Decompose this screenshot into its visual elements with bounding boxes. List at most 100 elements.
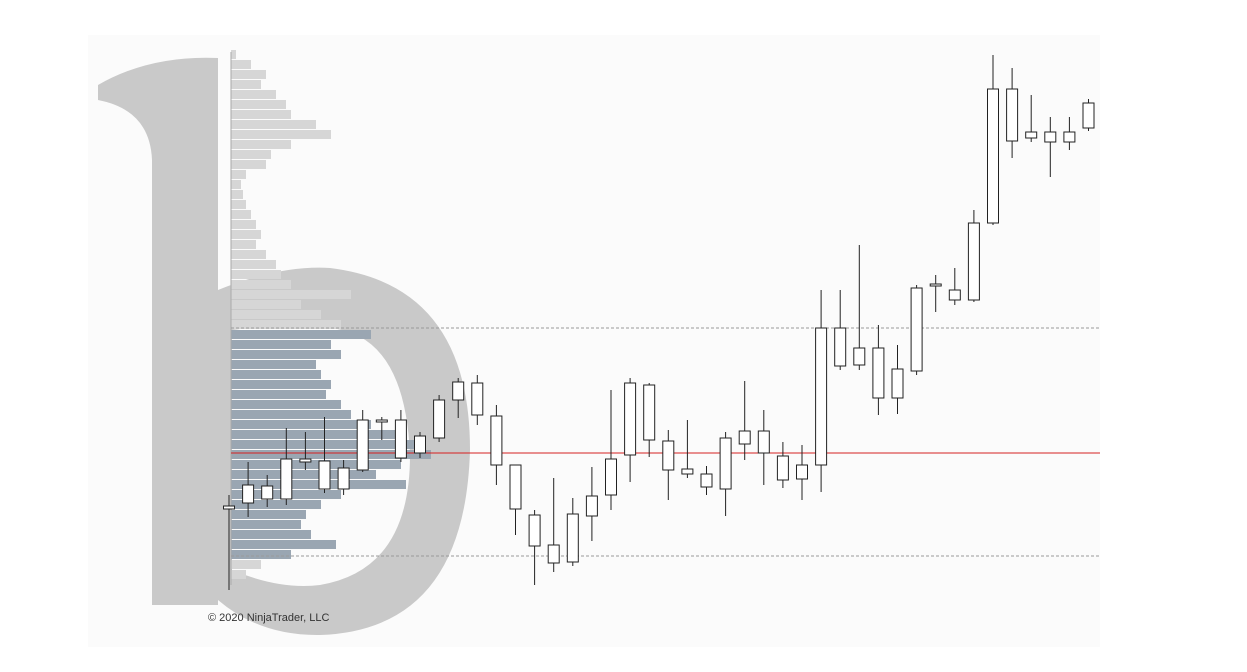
profile-bar: [231, 130, 331, 139]
profile-bar: [231, 190, 243, 199]
profile-bar: [231, 400, 341, 409]
candle-body: [433, 399, 446, 439]
candle-body: [566, 513, 579, 563]
profile-bar: [231, 300, 301, 309]
candle-body: [223, 505, 235, 510]
candle-body: [394, 419, 407, 459]
candle-body: [643, 384, 656, 441]
profile-bar: [231, 470, 376, 479]
profile-bar: [231, 310, 321, 319]
candle-body: [375, 419, 388, 423]
profile-bar: [231, 420, 371, 429]
candle-body: [662, 440, 675, 471]
candle-body: [700, 473, 713, 488]
candle-body: [872, 347, 885, 399]
candle-body: [910, 287, 923, 372]
candle-body: [547, 544, 560, 564]
profile-bar: [231, 330, 371, 339]
profile-bar: [231, 290, 351, 299]
profile-bar: [231, 50, 236, 59]
profile-bar: [231, 70, 266, 79]
profile-bar: [231, 360, 316, 369]
candle-body: [624, 382, 637, 456]
profile-bar: [231, 460, 401, 469]
candle-body: [757, 430, 770, 454]
profile-bar: [231, 540, 336, 549]
profile-bar: [231, 390, 326, 399]
profile-bar: [231, 140, 291, 149]
profile-bar: [231, 120, 316, 129]
candle-body: [490, 415, 503, 466]
candle-body: [528, 514, 541, 547]
candle-body: [776, 455, 789, 481]
profile-bar: [231, 80, 261, 89]
candle-body: [356, 419, 369, 471]
profile-bar: [231, 100, 286, 109]
candle-body: [605, 458, 617, 496]
candle-body: [299, 458, 312, 463]
profile-bar: [231, 410, 351, 419]
candle-body: [1044, 131, 1057, 143]
profile-bar: [231, 520, 301, 529]
candle-body: [853, 347, 866, 366]
candle-body: [261, 485, 274, 500]
candle-body: [834, 327, 847, 367]
copyright: © 2020 NinjaTrader, LLC: [208, 612, 329, 624]
candle-body: [891, 368, 904, 399]
candle-body: [452, 381, 465, 401]
candle-body: [948, 289, 961, 301]
candle-body: [987, 88, 999, 224]
profile-bar: [231, 180, 241, 189]
candle-body: [1063, 131, 1076, 143]
profile-bar: [231, 370, 321, 379]
profile-bar: [231, 160, 266, 169]
profile-bar: [231, 380, 331, 389]
candle-body: [414, 435, 426, 454]
profile-bar: [231, 500, 321, 509]
profile-bar: [231, 560, 261, 569]
profile-bar: [231, 450, 431, 459]
candle-body: [796, 464, 808, 480]
candle-body: [929, 283, 942, 287]
candle-body: [719, 437, 732, 490]
candle-body: [242, 484, 255, 504]
candle-body: [280, 458, 293, 500]
profile-bar: [231, 440, 426, 449]
profile-bar: [231, 350, 341, 359]
profile-bar: [231, 90, 276, 99]
candle-body: [337, 467, 350, 490]
candle-body: [1006, 88, 1019, 142]
profile-bar: [231, 210, 251, 219]
profile-bar: [231, 430, 401, 439]
profile-bar: [231, 340, 331, 349]
logo: [98, 57, 470, 636]
profile-bar: [231, 110, 291, 119]
profile-bar: [231, 250, 266, 259]
profile-bar: [231, 60, 251, 69]
profile-bar: [231, 230, 261, 239]
profile-bar: [231, 200, 246, 209]
profile-bar: [231, 530, 311, 539]
candle-body: [471, 382, 484, 416]
candle-body: [738, 430, 751, 445]
candle-body: [1025, 131, 1038, 139]
candle-body: [318, 460, 331, 490]
profile-bar: [231, 170, 246, 179]
profile-bar: [231, 550, 291, 559]
profile-bar: [231, 220, 256, 229]
candle-body: [815, 327, 828, 466]
profile-bar: [231, 270, 281, 279]
candle-body: [967, 222, 980, 301]
candle-body: [585, 495, 598, 517]
profile-bar: [231, 280, 291, 289]
candle-body: [1082, 102, 1095, 129]
candle-body: [509, 464, 522, 510]
profile-bar: [231, 150, 271, 159]
profile-bar: [231, 570, 246, 579]
profile-bar: [231, 510, 306, 519]
candle-body: [681, 468, 694, 475]
profile-bar: [231, 240, 256, 249]
profile-bar: [231, 260, 276, 269]
profile-bar: [231, 320, 341, 329]
